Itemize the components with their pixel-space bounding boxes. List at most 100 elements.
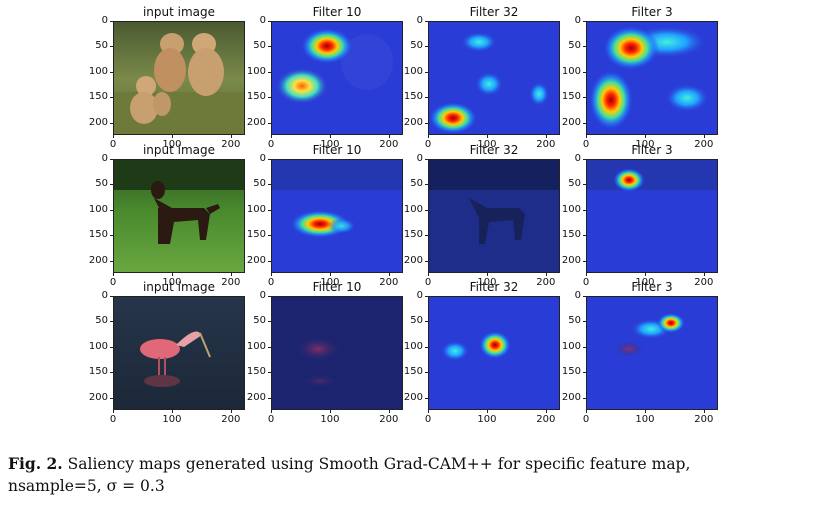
x-tick-mark — [486, 410, 488, 413]
panel-r1-filter3: Filter 3 — [586, 143, 718, 273]
y-tick-label: 200 — [246, 116, 266, 128]
y-tick-mark — [268, 397, 271, 399]
x-tick-label: 0 — [109, 277, 117, 288]
x-tick-label: 100 — [320, 277, 340, 288]
y-tick-mark — [268, 184, 271, 186]
y-tick-mark — [425, 71, 428, 73]
y-tick-mark — [110, 184, 113, 186]
x-tick-mark — [644, 273, 646, 276]
panel-r2-filter32: Filter 32 — [428, 280, 560, 410]
y-tick-label: 100 — [88, 203, 108, 215]
y-tick-mark — [110, 296, 113, 297]
y-tick-label: 150 — [403, 229, 423, 241]
y-tick-label: 150 — [246, 366, 266, 378]
saliency-map — [428, 21, 560, 135]
x-tick-mark — [271, 135, 272, 138]
y-tick-label: 0 — [416, 153, 423, 164]
x-tick-label: 0 — [424, 414, 432, 425]
saliency-map — [586, 159, 718, 273]
panel-r1-filter10: Filter 10 — [271, 143, 403, 273]
caption-text: Saliency maps generated using Smooth Gra… — [67, 455, 691, 473]
x-tick-mark — [230, 135, 232, 138]
saliency-map — [428, 296, 560, 410]
y-tick-label: 50 — [568, 178, 581, 190]
y-tick-mark — [583, 296, 586, 297]
y-tick-mark — [110, 71, 113, 73]
x-tick-label: 0 — [109, 139, 117, 150]
y-tick-mark — [583, 122, 586, 124]
y-tick-mark — [583, 397, 586, 399]
x-tick-mark — [644, 410, 646, 413]
x-tick-label: 0 — [582, 139, 590, 150]
panel-r1-input: input image — [113, 143, 245, 273]
x-tick-label: 200 — [694, 277, 714, 288]
panel-title: Filter 3 — [631, 143, 673, 157]
y-tick-label: 0 — [259, 290, 266, 301]
panel-r1-filter32: Filter 32 — [428, 143, 560, 273]
y-tick-mark — [268, 296, 271, 297]
x-tick-mark — [586, 410, 587, 413]
x-tick-mark — [644, 135, 646, 138]
y-tick-mark — [268, 346, 271, 348]
y-tick-mark — [268, 159, 271, 160]
y-tick-mark — [110, 397, 113, 399]
x-tick-mark — [428, 273, 429, 276]
y-tick-label: 50 — [568, 40, 581, 52]
panel-title: Filter 10 — [312, 5, 362, 19]
x-tick-mark — [545, 410, 547, 413]
x-tick-label: 200 — [694, 139, 714, 150]
y-tick-label: 150 — [403, 366, 423, 378]
x-tick-label: 100 — [635, 139, 655, 150]
x-tick-label: 0 — [582, 277, 590, 288]
panel-title: Filter 10 — [312, 280, 362, 294]
y-tick-label: 200 — [561, 116, 581, 128]
y-tick-mark — [268, 71, 271, 73]
x-tick-label: 0 — [424, 139, 432, 150]
y-tick-label: 200 — [561, 254, 581, 266]
x-tick-mark — [428, 410, 429, 413]
y-tick-label: 50 — [95, 315, 108, 327]
y-tick-mark — [425, 372, 428, 374]
y-tick-label: 100 — [88, 340, 108, 352]
x-tick-label: 0 — [424, 277, 432, 288]
x-tick-mark — [113, 410, 114, 413]
x-tick-label: 0 — [582, 414, 590, 425]
y-tick-mark — [268, 21, 271, 22]
y-tick-label: 100 — [561, 203, 581, 215]
panel-r0-filter32: Filter 32 — [428, 5, 560, 135]
y-tick-mark — [110, 372, 113, 374]
y-tick-mark — [268, 46, 271, 48]
y-tick-label: 200 — [88, 254, 108, 266]
y-tick-label: 200 — [403, 254, 423, 266]
x-tick-label: 0 — [267, 277, 275, 288]
y-tick-label: 0 — [574, 153, 581, 164]
x-tick-mark — [329, 135, 331, 138]
x-tick-label: 100 — [477, 277, 497, 288]
y-tick-label: 150 — [403, 91, 423, 103]
y-tick-label: 50 — [253, 315, 266, 327]
y-tick-mark — [425, 397, 428, 399]
x-tick-mark — [271, 273, 272, 276]
saliency-map — [271, 159, 403, 273]
y-tick-label: 100 — [403, 65, 423, 77]
y-tick-mark — [583, 184, 586, 186]
spoonbill-image — [113, 296, 245, 410]
y-tick-label: 150 — [246, 91, 266, 103]
panel-title: Filter 3 — [631, 5, 673, 19]
y-tick-label: 200 — [246, 391, 266, 403]
y-tick-mark — [268, 122, 271, 124]
y-tick-label: 50 — [410, 178, 423, 190]
y-tick-label: 0 — [574, 290, 581, 301]
saliency-map — [271, 21, 403, 135]
y-tick-label: 50 — [253, 178, 266, 190]
x-tick-mark — [329, 410, 331, 413]
figure-caption: Fig. 2. Saliency maps generated using Sm… — [8, 453, 808, 497]
x-tick-mark — [486, 135, 488, 138]
x-tick-label: 200 — [694, 414, 714, 425]
panel-title: input image — [142, 5, 216, 19]
x-tick-label: 0 — [267, 414, 275, 425]
panel-r2-input: input image — [113, 280, 245, 410]
y-tick-mark — [425, 46, 428, 48]
x-tick-mark — [703, 273, 705, 276]
y-tick-label: 100 — [246, 203, 266, 215]
